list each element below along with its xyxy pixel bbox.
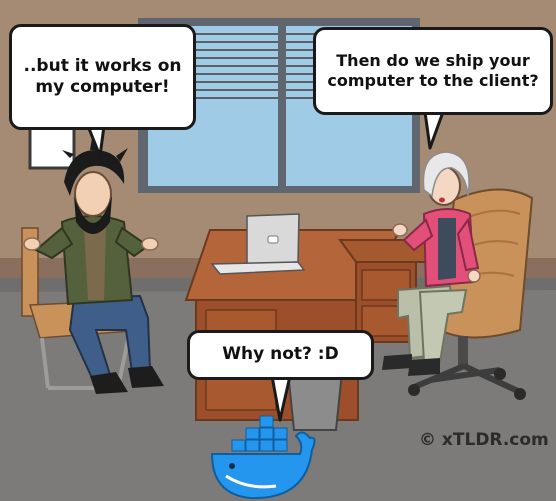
speech-line: ..but it works on	[24, 56, 182, 77]
trash-can	[288, 372, 342, 430]
speech-line: Why not? :D	[222, 344, 338, 365]
speech-bubble-man: ..but it works on my computer!	[9, 24, 196, 130]
speech-bubble-whale: Why not? :D	[187, 330, 374, 380]
copyright-credit: © xTLDR.com	[419, 430, 549, 450]
speech-bubble-woman: Then do we ship your computer to the cli…	[313, 27, 553, 115]
speech-line: computer to the client?	[327, 71, 538, 91]
speech-line: my computer!	[24, 77, 182, 98]
speech-line: Then do we ship your	[327, 51, 538, 71]
